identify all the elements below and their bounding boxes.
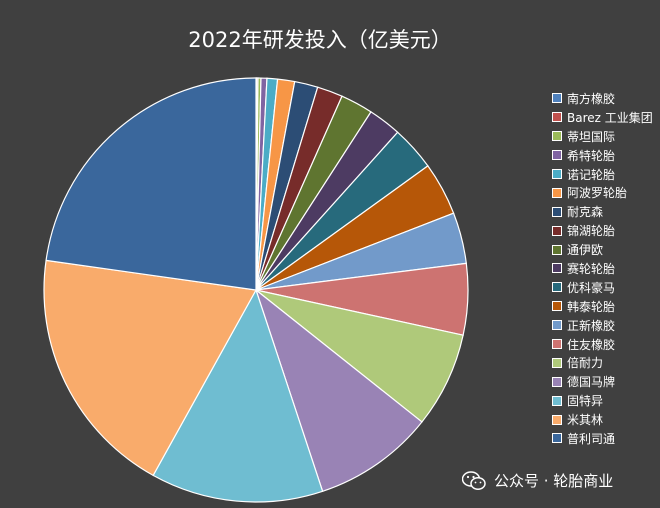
legend-swatch (552, 376, 562, 387)
legend-item: 锦湖轮胎 (552, 221, 653, 240)
legend-item: 正新橡胶 (552, 316, 653, 335)
legend-item: 诺记轮胎 (552, 165, 653, 184)
legend-swatch (552, 225, 562, 236)
legend-swatch (552, 169, 562, 179)
legend-swatch (552, 244, 562, 255)
legend-item: 韩泰轮胎 (552, 297, 653, 316)
legend-item: 蒂坦国际 (552, 127, 653, 146)
legend-item: 通伊欧 (552, 240, 653, 259)
legend-label: 住友橡胶 (567, 337, 616, 352)
legend-item: 优科豪马 (552, 278, 653, 297)
watermark-text: 公众号 · 轮胎商业 (494, 472, 614, 490)
legend-swatch (552, 263, 562, 274)
legend-swatch (552, 395, 562, 406)
legend-swatch (552, 282, 562, 293)
legend-swatch (552, 187, 562, 198)
pie-slice-17 (43, 259, 257, 477)
pie-chart (43, 77, 469, 503)
legend-label: 锦湖轮胎 (567, 224, 616, 239)
legend-label: 固特异 (567, 394, 604, 409)
legend-label: 普利司通 (567, 431, 616, 446)
legend-swatch (552, 320, 562, 331)
legend-swatch (552, 131, 562, 142)
legend-label: 赛轮轮胎 (567, 261, 616, 276)
legend-item: 米其林 (552, 410, 653, 429)
legend-label: Barez 工业集团 (567, 110, 653, 125)
legend-label: 韩泰轮胎 (567, 299, 616, 314)
legend-label: 耐克森 (567, 205, 604, 220)
legend-label: 通伊欧 (567, 243, 604, 258)
legend-label: 德国马牌 (567, 375, 616, 390)
legend-label: 希特轮胎 (567, 148, 616, 163)
legend-item: 德国马牌 (552, 372, 653, 391)
legend-item: 住友橡胶 (552, 335, 653, 354)
legend-item: 普利司通 (552, 429, 653, 448)
legend-label: 正新橡胶 (567, 318, 616, 333)
legend-item: 耐克森 (552, 202, 653, 221)
pie-slice-15 (254, 288, 423, 493)
legend-swatch (552, 357, 562, 368)
legend-swatch (552, 301, 562, 312)
pie-slice-16 (152, 288, 324, 503)
legend-item: 固特异 (552, 391, 653, 410)
legend-label: 优科豪马 (567, 280, 616, 295)
legend-item: 南方橡胶 (552, 89, 653, 108)
legend-item: 赛轮轮胎 (552, 259, 653, 278)
pie-slice-18 (45, 77, 257, 291)
legend-item: 阿波罗轮胎 (552, 183, 653, 202)
legend-item: 希特轮胎 (552, 146, 653, 165)
legend-label: 蒂坦国际 (567, 129, 616, 144)
legend-swatch (552, 206, 562, 217)
legend-label: 倍耐力 (567, 356, 604, 371)
legend-swatch (552, 150, 562, 161)
legend-swatch (552, 339, 562, 350)
legend-item: 倍耐力 (552, 353, 653, 372)
wechat-icon (462, 470, 486, 490)
legend-label: 诺记轮胎 (567, 167, 616, 182)
chart-title: 2022年研发投入（亿美元） (188, 28, 452, 52)
legend-item: Barez 工业集团 (552, 108, 653, 127)
legend-swatch (552, 93, 562, 104)
legend: 南方橡胶 Barez 工业集团 蒂坦国际希特轮胎诺记轮胎阿波罗轮胎耐克森锦湖轮胎通伊… (552, 89, 653, 448)
legend-swatch (552, 112, 562, 123)
legend-label: 阿波罗轮胎 (567, 186, 628, 201)
legend-label: 南方橡胶 (567, 91, 616, 106)
legend-label: 米其林 (567, 413, 604, 428)
watermark: 公众号 · 轮胎商业 (462, 470, 613, 491)
legend-swatch (552, 433, 562, 444)
legend-swatch (552, 414, 562, 425)
